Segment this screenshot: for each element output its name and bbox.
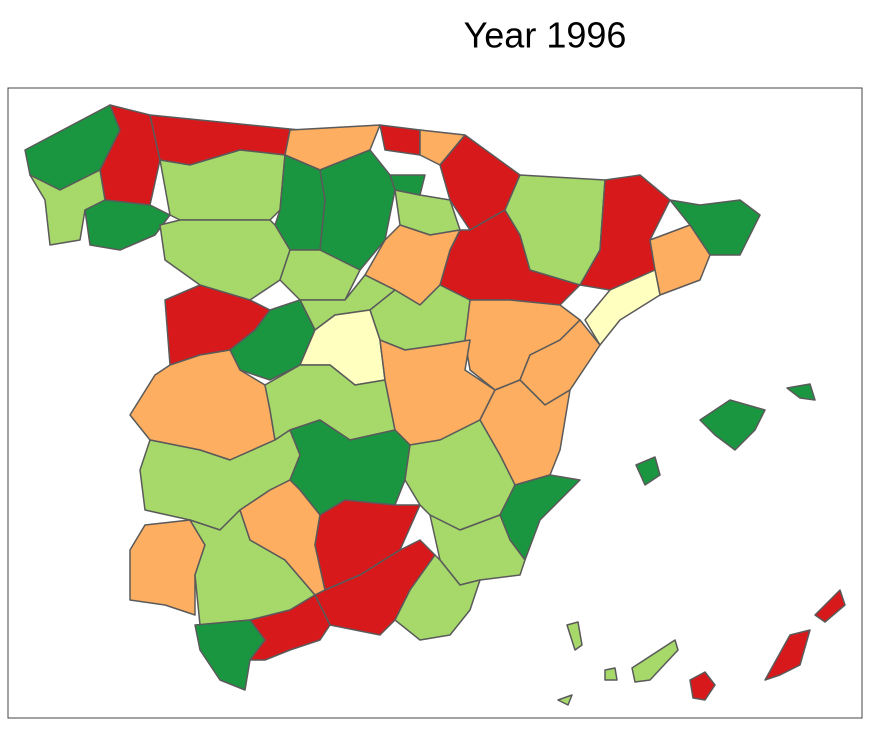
province — [429, 514, 526, 586]
island — [635, 456, 661, 486]
map-title: Year 1996 — [464, 15, 627, 56]
island — [566, 621, 583, 651]
province — [394, 554, 481, 641]
province — [129, 519, 206, 616]
island — [814, 589, 846, 623]
province — [279, 249, 361, 301]
province — [84, 199, 171, 251]
province — [249, 594, 331, 661]
province — [229, 299, 316, 381]
island — [786, 383, 816, 401]
island — [764, 629, 811, 681]
province — [379, 124, 421, 156]
island — [604, 667, 618, 681]
island — [699, 399, 766, 451]
island — [689, 671, 716, 701]
island — [557, 694, 573, 706]
island — [631, 639, 679, 683]
province — [389, 174, 426, 196]
province — [159, 219, 291, 301]
province — [319, 149, 396, 271]
provinces — [24, 104, 846, 706]
map-frame — [7, 87, 863, 719]
province — [584, 269, 661, 346]
province — [314, 539, 436, 636]
